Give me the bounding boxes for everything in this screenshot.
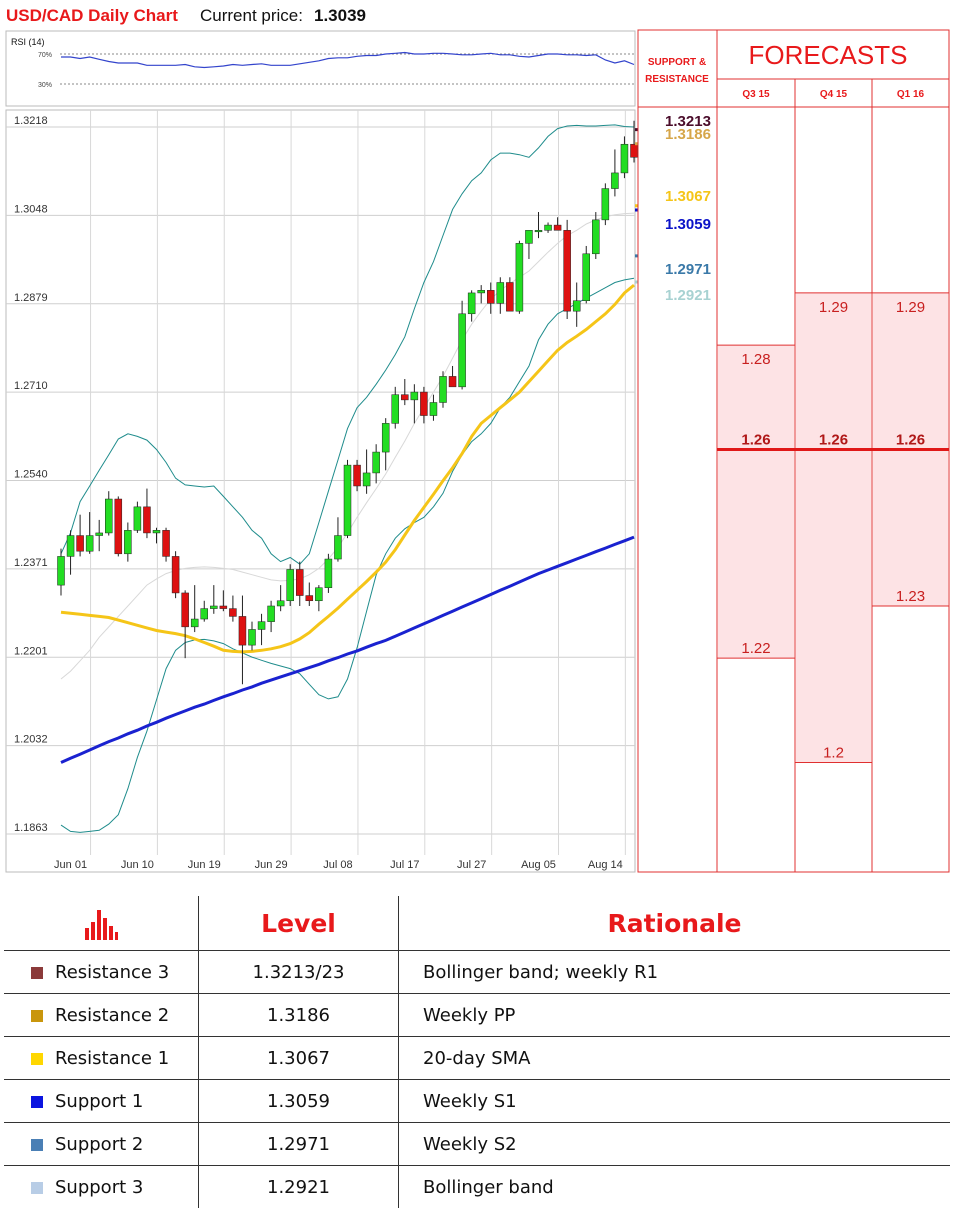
- forecasts-title: FORECASTS: [749, 40, 908, 70]
- sr-header-line2: RESISTANCE: [645, 74, 709, 85]
- x-tick-label: Aug 14: [588, 859, 623, 871]
- color-swatch: [31, 1096, 43, 1108]
- candle: [325, 554, 332, 593]
- sr-panel: SUPPORT & RESISTANCE 1.32131.31861.30671…: [638, 30, 717, 872]
- level-rationale: Bollinger band: [399, 1166, 951, 1208]
- forecast-consensus-label: 1.26: [741, 431, 770, 448]
- bar-chart-icon: [83, 906, 119, 940]
- color-swatch: [31, 1010, 43, 1022]
- price-label: Current price:: [200, 6, 303, 25]
- candle: [602, 183, 609, 225]
- y-tick-label: 1.3048: [14, 203, 48, 215]
- level-name: Resistance 3: [4, 951, 199, 994]
- forecast-range-box: [718, 345, 794, 658]
- candle: [344, 460, 351, 538]
- sr-level-label: 1.3186: [665, 126, 711, 143]
- candle: [564, 220, 571, 319]
- y-tick-label: 1.2879: [14, 292, 48, 304]
- y-tick-label: 1.2710: [14, 380, 48, 392]
- color-swatch: [31, 1053, 43, 1065]
- level-name: Support 1: [4, 1080, 199, 1123]
- forecast-range-box: [796, 293, 871, 763]
- x-tick-label: Jul 17: [390, 859, 419, 871]
- sr-header-line1: SUPPORT &: [648, 57, 706, 68]
- level-rationale: 20-day SMA: [399, 1037, 951, 1080]
- x-tick-label: Jun 19: [188, 859, 221, 871]
- forecast-column-header: Q4 15: [820, 89, 848, 100]
- sr-level-label: 1.3059: [665, 216, 711, 233]
- x-tick-label: Aug 05: [521, 859, 556, 871]
- y-tick-label: 1.2032: [14, 734, 48, 746]
- forecasts-panel: FORECASTS Q3 15 1.28 1.22 1.26 Q4 15 1.29 1.2 1…: [717, 30, 949, 872]
- candle: [115, 496, 122, 556]
- color-swatch: [31, 967, 43, 979]
- level-name: Resistance 1: [4, 1037, 199, 1080]
- level-rationale: Weekly PP: [399, 994, 951, 1037]
- candle: [440, 371, 447, 408]
- table-icon-cell: [4, 896, 199, 951]
- candle: [583, 246, 590, 303]
- level-rationale: Weekly S1: [399, 1080, 951, 1123]
- sr-level-label: 1.2971: [665, 261, 711, 278]
- forecast-consensus-label: 1.26: [819, 431, 848, 448]
- candle: [459, 301, 466, 390]
- level-value: 1.3213/23: [199, 951, 399, 994]
- forecast-low-label: 1.2: [823, 745, 844, 762]
- rsi-30-label: 30%: [38, 82, 52, 89]
- candle: [516, 241, 523, 314]
- color-swatch: [31, 1139, 43, 1151]
- forecast-consensus-label: 1.26: [896, 431, 925, 448]
- level-value: 1.3067: [199, 1037, 399, 1080]
- level-name: Support 3: [4, 1166, 199, 1208]
- chart-title: USD/CAD Daily Chart: [6, 6, 178, 25]
- level-rationale: Bollinger band; weekly R1: [399, 951, 951, 994]
- candle: [287, 564, 294, 606]
- color-swatch: [31, 1182, 43, 1194]
- y-tick-label: 1.3218: [14, 115, 48, 127]
- rsi-panel: RSI (14) 70% 30%: [6, 31, 635, 106]
- level-value: 1.2971: [199, 1123, 399, 1166]
- x-tick-label: Jun 01: [54, 859, 87, 871]
- y-tick-label: 1.2371: [14, 557, 48, 569]
- level-value: 1.3059: [199, 1080, 399, 1123]
- rationale-header: Rationale: [399, 896, 951, 951]
- level-value: 1.3186: [199, 994, 399, 1037]
- candle: [506, 277, 513, 311]
- x-tick-label: Jul 27: [457, 859, 486, 871]
- level-value: 1.2921: [199, 1166, 399, 1208]
- rsi-70-label: 70%: [38, 52, 52, 59]
- forecast-low-label: 1.22: [741, 640, 770, 657]
- y-tick-label: 1.2201: [14, 645, 48, 657]
- sr-level-label: 1.2921: [665, 287, 711, 304]
- price-plot: 1.3218 1.3048 1.2879 1.2710 1.2540 1.2371 1.22…: [6, 110, 723, 872]
- level-name: Support 2: [4, 1123, 199, 1166]
- y-tick-label: 1.2540: [14, 469, 48, 481]
- forecast-high-label: 1.29: [896, 299, 925, 316]
- forecast-column-header: Q3 15: [742, 89, 770, 100]
- sr-level-label: 1.3067: [665, 188, 711, 205]
- forecast-high-label: 1.28: [741, 351, 770, 368]
- price-value: 1.3039: [314, 6, 366, 25]
- forecast-low-label: 1.23: [896, 588, 925, 605]
- candle: [172, 551, 179, 598]
- level-name: Resistance 2: [4, 994, 199, 1037]
- level-header: Level: [199, 896, 399, 951]
- forecast-column-header: Q1 16: [897, 89, 925, 100]
- forecast-high-label: 1.29: [819, 299, 848, 316]
- level-rationale: Weekly S2: [399, 1123, 951, 1166]
- y-tick-label: 1.1863: [14, 822, 48, 834]
- x-tick-label: Jul 08: [323, 859, 352, 871]
- x-tick-label: Jun 10: [121, 859, 154, 871]
- usdcad-chart: USD/CAD Daily Chart Current price: 1.303…: [0, 0, 962, 880]
- x-tick-label: Jun 29: [255, 859, 288, 871]
- rsi-label: RSI (14): [11, 37, 45, 47]
- candle: [163, 528, 170, 562]
